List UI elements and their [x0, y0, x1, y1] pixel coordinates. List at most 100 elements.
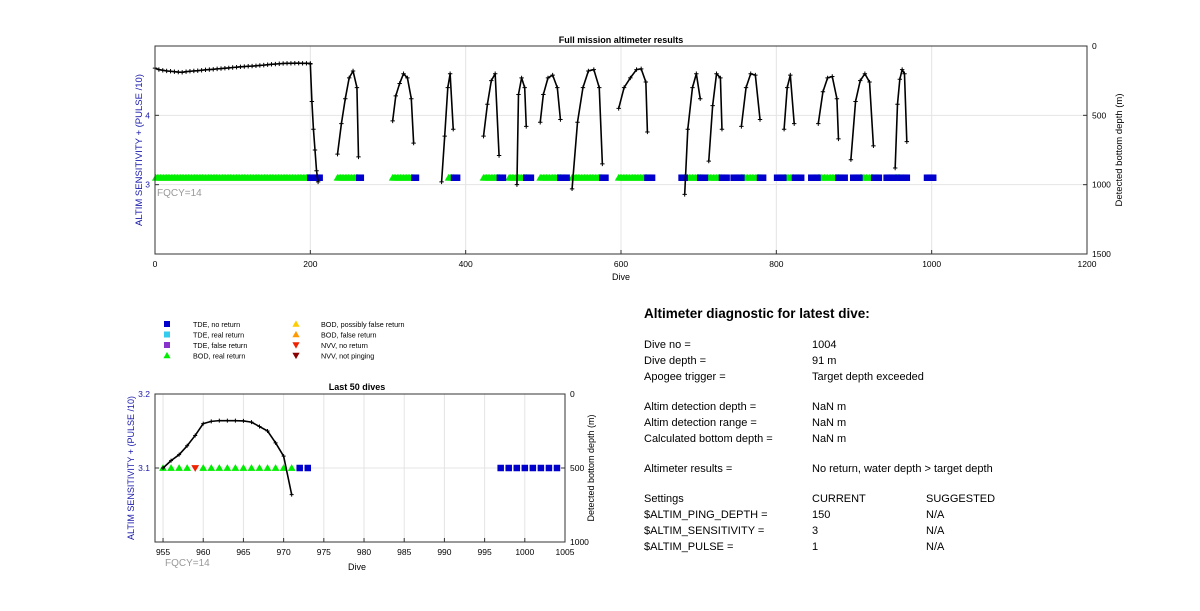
bod-marker	[199, 464, 208, 471]
x-tick-label: 1005	[556, 547, 575, 557]
depth-point	[836, 136, 841, 142]
depth-point	[249, 420, 254, 425]
depth-point	[481, 133, 486, 139]
depth-point	[538, 120, 543, 125]
setting-current: 150	[812, 509, 831, 521]
diagnostic-title: Altimeter diagnostic for latest dive:	[644, 306, 870, 321]
depth-point	[522, 85, 527, 90]
settings-header-row: Settings CURRENT SUGGESTED	[644, 491, 1064, 507]
y-tick-label: 3.1	[138, 463, 150, 473]
tde-marker	[499, 174, 507, 181]
top-x-axis-label: Dive	[612, 272, 630, 282]
depth-point	[748, 71, 753, 76]
y2-tick-label: 500	[1092, 110, 1106, 120]
depth-point	[222, 65, 228, 71]
setting-name: $ALTIM_PULSE =	[644, 541, 734, 553]
depth-point	[516, 92, 521, 97]
depth-point	[289, 492, 294, 497]
y2-tick-label: 1000	[570, 537, 589, 547]
depth-point	[785, 85, 790, 90]
depth-point	[853, 99, 858, 104]
bod-marker	[287, 464, 296, 471]
depth-point	[161, 466, 166, 470]
tde-marker	[497, 464, 504, 472]
bod-marker	[255, 464, 264, 471]
depth-line	[162, 419, 293, 495]
depth-point	[179, 70, 185, 75]
depth-point	[172, 69, 177, 74]
tde-marker	[412, 174, 420, 181]
tde-marker	[527, 174, 535, 181]
depth-point	[719, 127, 725, 132]
depth-point	[234, 65, 239, 70]
tde-marker	[759, 174, 767, 181]
depth-point	[339, 121, 344, 126]
setting-suggested: N/A	[926, 541, 945, 553]
depth-point	[292, 60, 297, 66]
depth-line	[783, 74, 795, 130]
legend-marker	[292, 320, 300, 327]
depth-point	[183, 69, 189, 74]
depth-point	[160, 68, 165, 73]
depth-point	[586, 68, 591, 74]
depth-point	[753, 72, 758, 78]
x-tick-label: 600	[614, 259, 628, 269]
y2-tick-label: 0	[1092, 41, 1097, 51]
depth-point	[300, 61, 305, 66]
depth-point	[356, 154, 361, 160]
depth-point	[343, 96, 348, 101]
depth-point	[176, 69, 181, 75]
depth-point	[442, 133, 447, 139]
altim-detect-range-value: NaN m	[812, 417, 847, 429]
tde-marker	[505, 464, 512, 472]
altimeter-diagnostic-panel: Altimeter diagnostic for latest dive: Di…	[644, 306, 1064, 555]
depth-point	[218, 66, 224, 71]
depth-point	[164, 68, 169, 74]
x-tick-label: 960	[196, 547, 210, 557]
altim-detect-depth-row: Altim detection depth = NaN m	[644, 399, 1064, 415]
depth-point	[867, 79, 872, 85]
tde-marker	[738, 174, 745, 181]
depth-point	[895, 102, 900, 107]
depth-point	[217, 418, 222, 423]
tde-marker	[537, 464, 545, 472]
bod-marker	[239, 464, 248, 471]
tde-marker	[648, 174, 656, 181]
tde-marker	[545, 464, 553, 472]
depth-point	[545, 75, 551, 81]
setting-row: $ALTIM_PING_DEPTH = 150 N/A	[644, 507, 1064, 523]
depth-point	[830, 74, 835, 79]
bod-marker	[223, 464, 232, 471]
altimeter-results-row: Altimeter results = No return, water dept…	[644, 461, 1064, 477]
depth-point	[616, 106, 621, 111]
x-tick-label: 800	[769, 259, 783, 269]
altimeter-results-label: Altimeter results =	[644, 463, 733, 475]
setting-suggested: N/A	[926, 525, 945, 537]
depth-point	[257, 424, 262, 429]
depth-point	[558, 117, 563, 122]
depth-point	[308, 61, 313, 67]
x-tick-label: 200	[303, 259, 317, 269]
legend-label: TDE, real return	[193, 331, 244, 340]
depth-point	[401, 71, 406, 76]
tde-marker	[780, 174, 787, 181]
calc-bottom-row: Calculated bottom depth = NaN m	[644, 431, 1064, 447]
depth-point	[409, 96, 414, 101]
depth-point	[788, 72, 793, 78]
legend-marker	[164, 331, 170, 338]
tde-marker	[453, 174, 461, 181]
y-tick-label: 3	[145, 180, 150, 190]
depth-point	[405, 75, 410, 81]
depth-point	[892, 165, 898, 171]
depth-point	[257, 63, 263, 68]
depth-point	[634, 67, 639, 72]
tde-marker	[797, 174, 805, 181]
bottom-x-axis-label: Dive	[348, 562, 366, 572]
depth-point	[706, 158, 711, 164]
depth-point	[177, 452, 182, 457]
depth-point	[277, 61, 282, 66]
tde-marker	[903, 174, 911, 181]
bottom-y2-axis-label: Detected bottom depth (m)	[586, 414, 596, 521]
calc-bottom-label: Calculated bottom depth =	[644, 433, 773, 445]
tde-marker	[929, 174, 937, 181]
